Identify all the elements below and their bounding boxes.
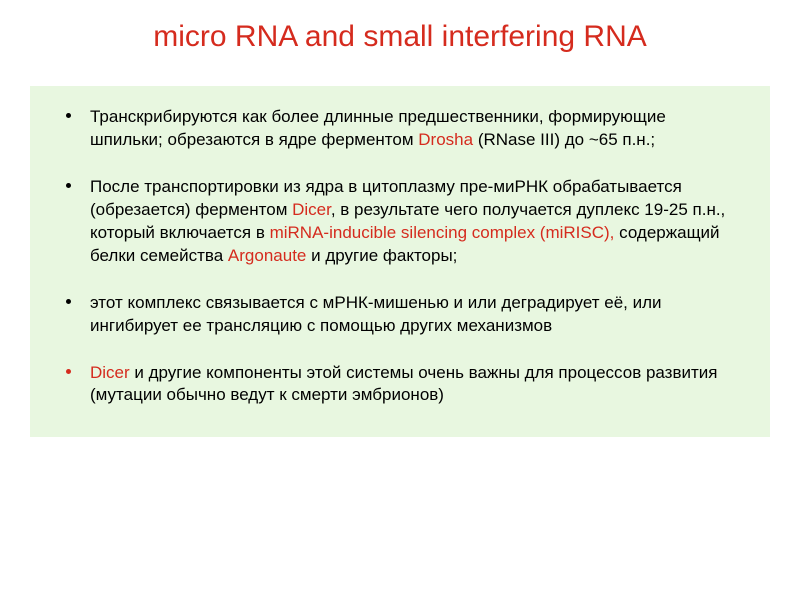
bullet-marker-icon — [66, 113, 71, 118]
text-segment: miRNA-inducible silencing complex (miRIS… — [270, 223, 615, 242]
text-segment: Drosha — [418, 130, 473, 149]
slide-title: micro RNA and small interfering RNA — [0, 20, 800, 54]
list-item: этот комплекс связывается с мРНК-мишенью… — [60, 292, 740, 338]
list-item: Транскрибируются как более длинные предш… — [60, 106, 740, 152]
slide: micro RNA and small interfering RNA Тран… — [0, 0, 800, 600]
text-segment: Argonaute — [228, 246, 306, 265]
bullet-marker-icon — [66, 183, 71, 188]
text-segment: и другие компоненты этой системы очень в… — [90, 363, 717, 405]
bullet-marker-icon — [66, 369, 71, 374]
text-segment: (RNase III) до ~65 п.н.; — [473, 130, 655, 149]
text-segment: и другие факторы; — [306, 246, 457, 265]
text-segment: Dicer — [292, 200, 331, 219]
bullet-marker-icon — [66, 299, 71, 304]
text-segment: Dicer — [90, 363, 130, 382]
text-segment: этот комплекс связывается с мРНК-мишенью… — [90, 293, 662, 335]
list-item: После транспортировки из ядра в цитоплаз… — [60, 176, 740, 268]
list-item: Dicer и другие компоненты этой системы о… — [60, 362, 740, 408]
content-box: Транскрибируются как более длинные предш… — [30, 86, 770, 437]
bullet-list: Транскрибируются как более длинные предш… — [60, 106, 740, 407]
